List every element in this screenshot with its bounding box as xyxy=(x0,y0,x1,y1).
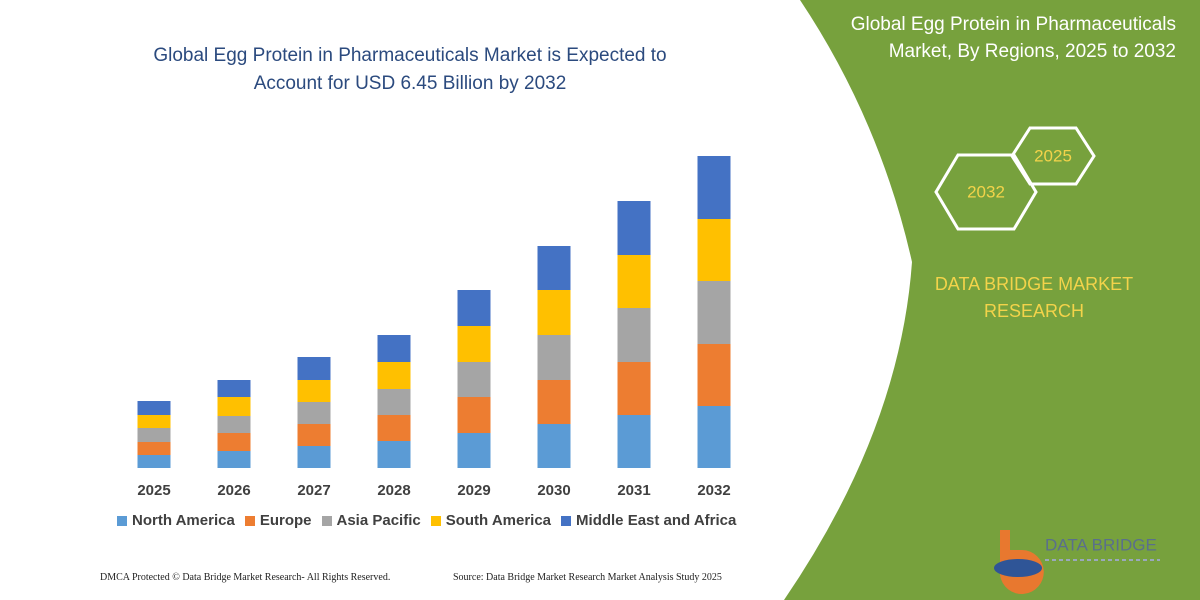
bar-segment xyxy=(297,380,331,402)
bar-segment xyxy=(617,415,651,468)
bar-segment xyxy=(137,415,171,428)
x-tick-label: 2032 xyxy=(697,482,730,499)
panel-title: Global Egg Protein in Pharmaceuticals Ma… xyxy=(850,14,1176,62)
bar-segment xyxy=(457,326,491,362)
bar-segment xyxy=(217,416,251,433)
x-tick-label: 2031 xyxy=(617,482,650,499)
bar-segment xyxy=(617,308,651,362)
badge: 2032 xyxy=(967,182,1005,201)
bar-segment xyxy=(137,455,171,468)
legend-item: North America xyxy=(117,512,235,529)
x-tick-label: 2029 xyxy=(457,482,490,499)
bar-segment xyxy=(217,397,251,416)
legend-swatch xyxy=(561,515,572,526)
bar-segment xyxy=(137,428,171,442)
bar-segment xyxy=(217,451,251,468)
legend-swatch xyxy=(117,515,127,526)
legend-label: North America xyxy=(132,512,235,529)
bar-segment xyxy=(137,401,171,415)
legend-item: Middle East and Africa xyxy=(561,512,736,529)
bar-segment xyxy=(377,362,411,389)
green-panel xyxy=(784,0,1200,600)
bar-segment xyxy=(617,255,651,308)
bar-segment xyxy=(297,402,331,424)
bar-segment xyxy=(297,424,331,446)
bar-segment xyxy=(697,219,731,281)
legend-swatch xyxy=(244,515,255,526)
bar-segment xyxy=(697,406,731,468)
bar-segment xyxy=(537,380,571,424)
x-tick-label: 2026 xyxy=(217,482,250,499)
bar-segment xyxy=(137,442,171,455)
bar-segment xyxy=(697,156,731,219)
bar-segment xyxy=(377,389,411,415)
brand: DATA BRIDGE MARKET RESEARCH xyxy=(934,274,1134,321)
bar-segment xyxy=(537,424,571,468)
legend-item: Asia Pacific xyxy=(321,512,421,529)
logo-text: DATA BRIDGE xyxy=(1045,535,1157,554)
bar-segment xyxy=(457,290,491,326)
bar-segment xyxy=(377,415,411,441)
bar-segment xyxy=(537,246,571,290)
bar-segment xyxy=(377,441,411,468)
bar-segment xyxy=(697,344,731,406)
bar-segment xyxy=(457,433,491,468)
legend: North America Europe Asia Pacific South Ame… xyxy=(117,512,736,529)
legend-swatch xyxy=(430,515,441,526)
bar-segment xyxy=(697,281,731,344)
x-tick-label: 2028 xyxy=(377,482,410,499)
x-tick-label: 2030 xyxy=(537,482,570,499)
bar-segment xyxy=(617,362,651,415)
hexagon xyxy=(934,153,1038,231)
badge: 2025 xyxy=(1034,146,1072,165)
logo-mark xyxy=(994,559,1042,577)
legend-swatch xyxy=(321,515,332,526)
bar-segment xyxy=(457,397,491,433)
legend-item: Europe xyxy=(244,512,312,529)
bar-segment xyxy=(617,201,651,255)
bar-segment xyxy=(537,290,571,335)
bar-segment xyxy=(457,362,491,397)
chart-title: Global Egg Protein in Pharmaceuticals Ma… xyxy=(153,45,667,94)
x-tick-label: 2025 xyxy=(137,482,170,499)
legend-label: Middle East and Africa xyxy=(576,512,737,529)
bar-segment xyxy=(537,335,571,380)
bar-segment xyxy=(377,335,411,362)
bar-segment xyxy=(217,433,251,451)
legend-label: Europe xyxy=(259,512,312,529)
bar-segment xyxy=(297,357,331,380)
legend-label: South America xyxy=(445,512,552,529)
legend-item: South America xyxy=(430,512,552,529)
bar-segment xyxy=(297,446,331,468)
bar-segment xyxy=(217,380,251,397)
copyright: DMCA Protected © Data Bridge Market Rese… xyxy=(100,572,391,583)
x-tick-label: 2027 xyxy=(297,482,330,499)
source: Source: Data Bridge Market Research Mark… xyxy=(453,572,722,583)
legend-label: Asia Pacific xyxy=(336,512,421,529)
